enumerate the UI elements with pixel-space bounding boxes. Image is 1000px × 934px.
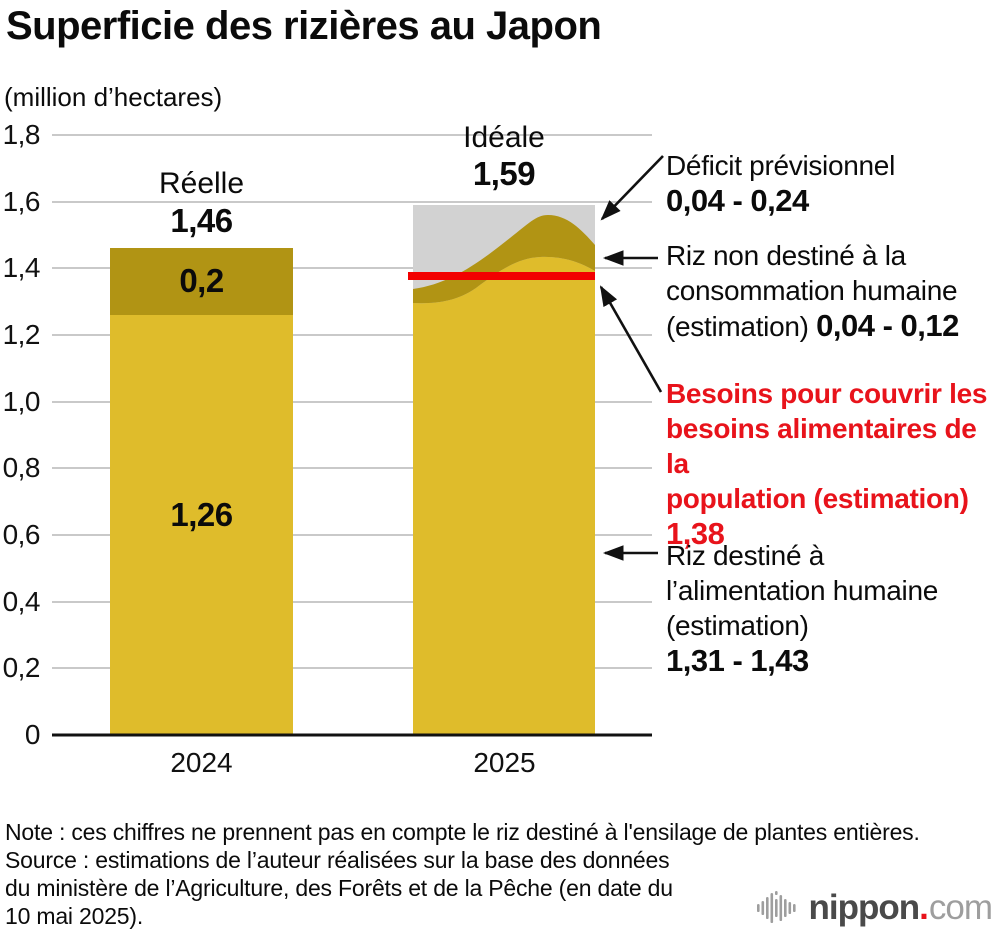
footer-source-line2: du ministère de l’Agriculture, des Forêt… xyxy=(5,875,673,901)
annotation-needs-line2: besoins alimentaires de la xyxy=(666,413,977,479)
annotation-deficit-text: Déficit prévisionnel xyxy=(666,150,895,181)
y-tick-label: 1,8 xyxy=(2,119,41,150)
y-tick-label: 1,6 xyxy=(2,186,41,217)
bar-2024-name-label: Réelle xyxy=(158,167,245,200)
bar-2024 xyxy=(110,248,293,735)
bar-2025-food-rice-segment xyxy=(413,256,595,735)
footer-source-line1: Source : estimations de l’auteur réalisé… xyxy=(5,847,670,873)
annotation-population-needs: Besoins pour couvrir les besoins aliment… xyxy=(666,376,1000,551)
y-tick-label: 0,6 xyxy=(2,519,41,550)
bar-2024-food-value-label: 1,26 xyxy=(170,496,233,533)
population-needs-reference-line xyxy=(408,272,595,280)
annotation-needs-value: 1,38 xyxy=(666,516,725,551)
logo-tld-text: com xyxy=(928,888,993,927)
footer: Note : ces chiffres ne prennent pas en c… xyxy=(5,818,1000,930)
nippon-wordmark: nippon.com xyxy=(808,888,993,928)
chart-title: Superficie des rizières au Japon xyxy=(6,4,602,48)
bar-2024-nonfood-value-label: 0,2 xyxy=(179,262,224,299)
annotation-deficit-value: 0,04 - 0,24 xyxy=(666,183,809,218)
annotation-needs-line1: Besoins pour couvrir les xyxy=(666,378,988,409)
deficit-arrow xyxy=(600,155,664,221)
annotation-nonfood-rice: Riz non destiné à la consommation humain… xyxy=(666,238,1000,344)
population-needs-arrow xyxy=(599,285,663,393)
y-tick-label: 1,2 xyxy=(2,319,41,350)
axis-unit-label: (million d’hectares) xyxy=(4,82,223,112)
annotation-nonfood-estimation: (estimation) xyxy=(666,311,809,342)
nippon-logo: nippon.com xyxy=(756,886,993,930)
plot-area xyxy=(52,134,664,737)
x-category-label-2024: 2024 xyxy=(170,747,233,778)
footer-note: Note : ces chiffres ne prennent pas en c… xyxy=(5,819,920,845)
y-tick-label: 1,4 xyxy=(2,252,41,283)
annotation-food-line3: (estimation) xyxy=(666,610,809,641)
bar-2024-total-label: 1,46 xyxy=(170,202,233,239)
soundwave-icon xyxy=(756,891,796,923)
annotation-food-line1: Riz destiné à xyxy=(666,540,824,571)
y-tick-label: 0 xyxy=(24,719,41,750)
annotation-nonfood-line2: consommation humaine xyxy=(666,275,958,306)
logo-dot: . xyxy=(919,888,929,927)
annotation-food-rice: Riz destiné à l’alimentation humaine (es… xyxy=(666,538,1000,678)
y-tick-label: 0,4 xyxy=(2,586,41,617)
annotation-nonfood-value: 0,04 - 0,12 xyxy=(816,308,959,343)
footer-source-line3: 10 mai 2025). xyxy=(5,903,144,929)
bar-2024-food-rice-segment xyxy=(110,315,293,735)
bar-2025-nonfood-rice-segment xyxy=(413,215,595,304)
y-tick-label: 1,0 xyxy=(2,386,41,417)
y-tick-label: 0,8 xyxy=(2,452,41,483)
annotation-arrows xyxy=(599,155,664,561)
logo-brand-text: nippon xyxy=(808,888,921,927)
bar-2024-nonfood-rice-segment xyxy=(110,248,293,315)
y-tick-label: 0,2 xyxy=(2,652,41,683)
annotation-nonfood-line1: Riz non destiné à la xyxy=(666,240,906,271)
annotation-nonfood-line3: (estimation) 0,04 - 0,12 xyxy=(666,308,1000,344)
x-category-label-2025: 2025 xyxy=(473,747,536,778)
annotation-food-value: 1,31 - 1,43 xyxy=(666,643,809,678)
annotation-needs-line3: population (estimation) xyxy=(666,483,969,514)
bar-2025-total-label: 1,59 xyxy=(472,155,536,192)
annotation-food-line2: l’alimentation humaine xyxy=(666,575,939,606)
bar-2025 xyxy=(408,205,595,735)
bar-2025-name-label: Idéale xyxy=(463,121,545,154)
annotation-deficit: Déficit prévisionnel 0,04 - 0,24 xyxy=(666,148,1000,218)
